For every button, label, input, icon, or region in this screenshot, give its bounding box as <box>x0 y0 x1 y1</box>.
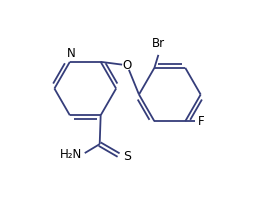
Text: N: N <box>66 47 75 60</box>
Text: H₂N: H₂N <box>60 148 82 161</box>
Text: F: F <box>198 115 205 128</box>
Text: Br: Br <box>152 37 165 50</box>
Text: S: S <box>123 150 131 163</box>
Text: O: O <box>122 59 132 72</box>
